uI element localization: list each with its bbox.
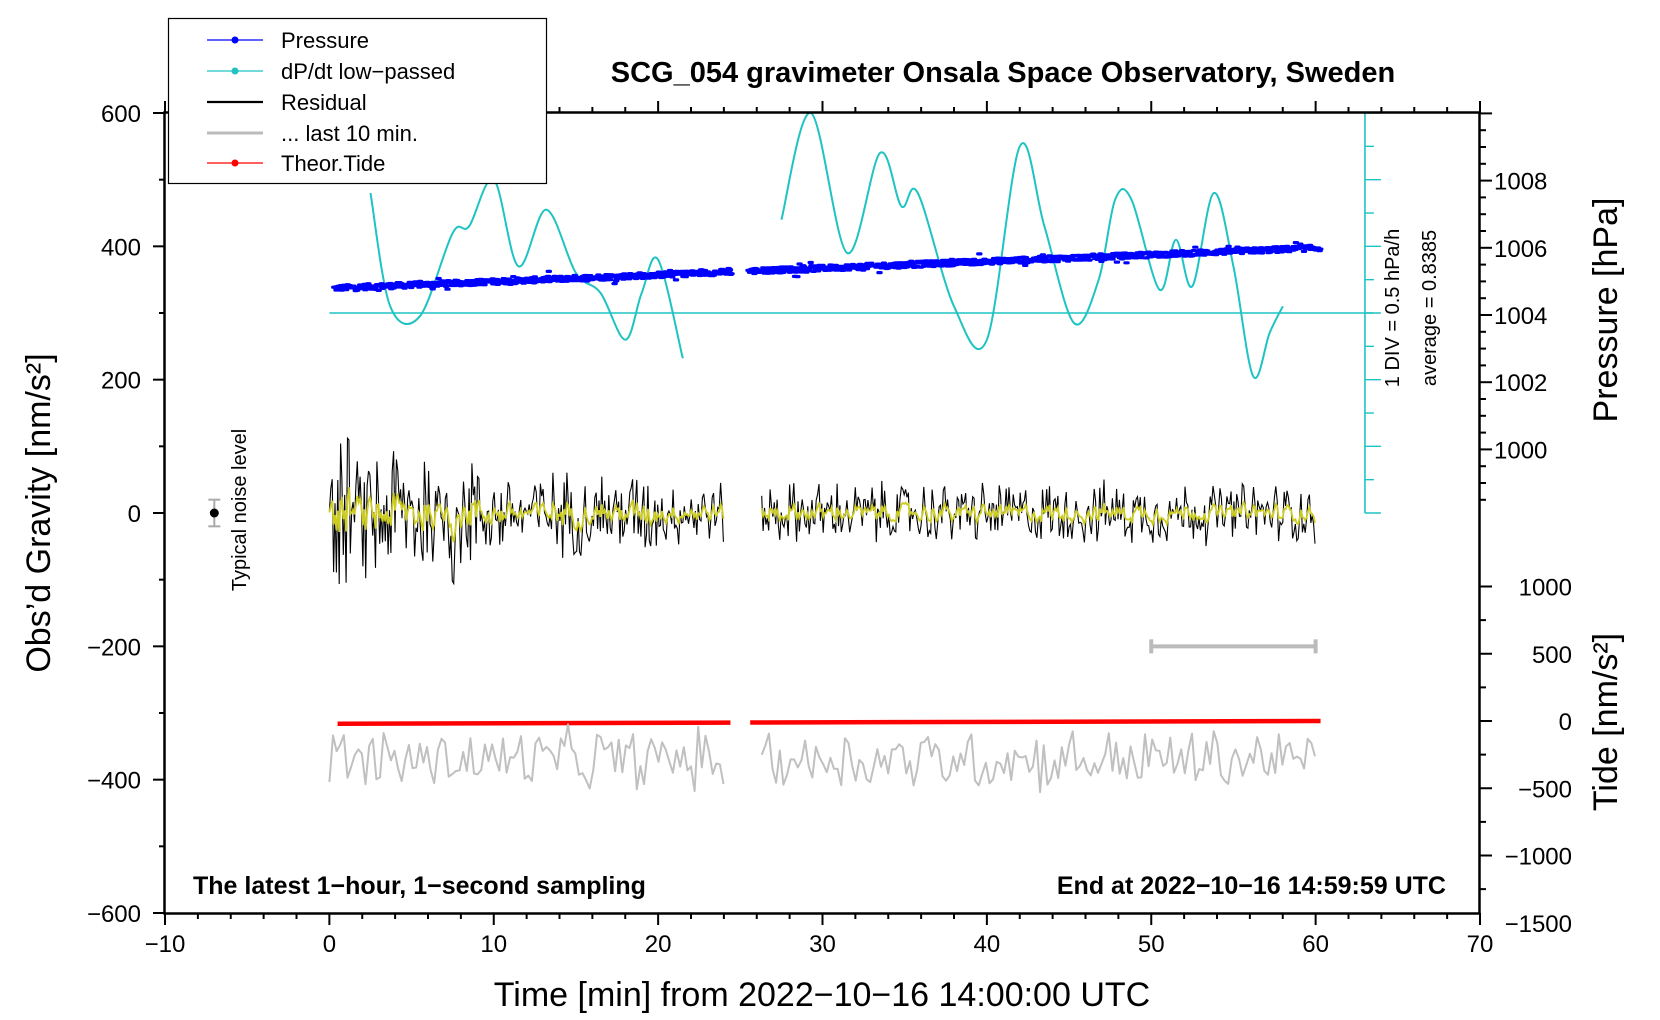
y-tick-label-tide: 1000 (1519, 575, 1572, 602)
pressure-dots (331, 241, 1324, 293)
x-tick-label: 10 (480, 931, 507, 958)
y-tick-label-pressure: 1000 (1494, 437, 1547, 464)
y-tick-label-pressure: 1004 (1494, 303, 1547, 330)
x-tick-label: 20 (645, 931, 672, 958)
x-tick-label: 70 (1467, 931, 1494, 958)
scale-note-average: average = 0.8385 (1419, 230, 1441, 386)
legend-marker-dpdt (231, 67, 239, 75)
data-layer (208, 111, 1381, 794)
y-axis-pressure-title: Pressure [hPa] (1587, 198, 1625, 423)
legend-label-pressure: Pressure (281, 28, 369, 53)
x-tick-label: 40 (974, 931, 1001, 958)
x-tick-label: −10 (145, 931, 186, 958)
dpdt-line-segment-1 (369, 178, 684, 359)
chart-title: SCG_054 gravimeter Onsala Space Observat… (611, 57, 1395, 89)
y-axis-left-title: Obs’d Gravity [nm/s²] (20, 353, 58, 672)
x-tick-label: 0 (323, 931, 336, 958)
x-tick-label: 50 (1138, 931, 1165, 958)
legend-marker-tide (231, 159, 239, 167)
y-tick-label-pressure: 1002 (1494, 370, 1547, 397)
y-tick-label-tide: −1500 (1505, 911, 1572, 938)
legend: Pressure dP/dt low−passed Residual ... l… (167, 17, 548, 185)
legend-label-tide: Theor.Tide (281, 151, 385, 176)
y-tick-label-left: −400 (87, 768, 141, 795)
y-tick-label-left: 200 (101, 368, 141, 395)
y-tick-label-left: 600 (101, 101, 141, 128)
y-axis-tide-title: Tide [nm/s²] (1587, 633, 1625, 811)
last10-line-segment-1 (328, 723, 725, 793)
last10-line-segment-2 (760, 730, 1316, 794)
scale-note-div: 1 DIV = 0.5 hPa/h (1382, 229, 1404, 387)
y-tick-label-left: −600 (87, 901, 141, 928)
smoothed-residual-line-segment-2 (760, 499, 1316, 528)
legend-label-last10: ... last 10 min. (281, 121, 418, 146)
y-tick-label-left: 0 (128, 501, 141, 528)
tide-line-segment-2 (750, 718, 1321, 725)
legend-label-residual: Residual (281, 90, 367, 115)
x-tick-label: 30 (809, 931, 836, 958)
latest-hour-note: The latest 1−hour, 1−second sampling (193, 872, 646, 900)
legend-label-dpdt: dP/dt low−passed (281, 59, 455, 84)
tide-line-segment-1 (337, 720, 731, 726)
y-tick-label-tide: −1000 (1505, 844, 1572, 871)
y-tick-label-pressure: 1008 (1494, 169, 1547, 196)
y-tick-label-tide: −500 (1518, 776, 1572, 803)
ticks-layer: −10 0 10 20 30 40 50 60 70 −600 −400 −200 0 200 400 600… (87, 101, 1572, 958)
dpdt-line-segment-2 (780, 111, 1284, 380)
noise-level-label: Typical noise level (229, 429, 251, 591)
end-time-note: End at 2022−10−16 14:59:59 UTC (1057, 872, 1446, 900)
x-axis-title: Time [min] from 2022−10−16 14:00:00 UTC (494, 976, 1150, 1014)
noise-level-point (209, 508, 219, 518)
x-tick-label: 60 (1302, 931, 1329, 958)
y-tick-label-left: 400 (101, 234, 141, 261)
smoothed-residual-line-segment-1 (328, 486, 725, 543)
legend-marker-pressure (231, 36, 239, 44)
y-tick-label-left: −200 (87, 634, 141, 661)
y-tick-label-tide: 0 (1559, 709, 1572, 736)
y-tick-label-pressure: 1006 (1494, 236, 1547, 263)
y-tick-label-tide: 500 (1532, 642, 1572, 669)
